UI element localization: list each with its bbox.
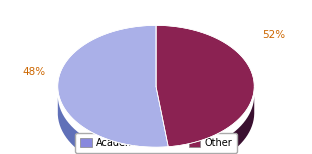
- Polygon shape: [168, 96, 254, 154]
- Polygon shape: [58, 97, 168, 154]
- Text: 52%: 52%: [262, 30, 285, 40]
- Polygon shape: [58, 25, 168, 147]
- Legend: Academic-related, Other: Academic-related, Other: [75, 133, 237, 153]
- Text: 48%: 48%: [23, 67, 46, 77]
- Polygon shape: [156, 25, 254, 147]
